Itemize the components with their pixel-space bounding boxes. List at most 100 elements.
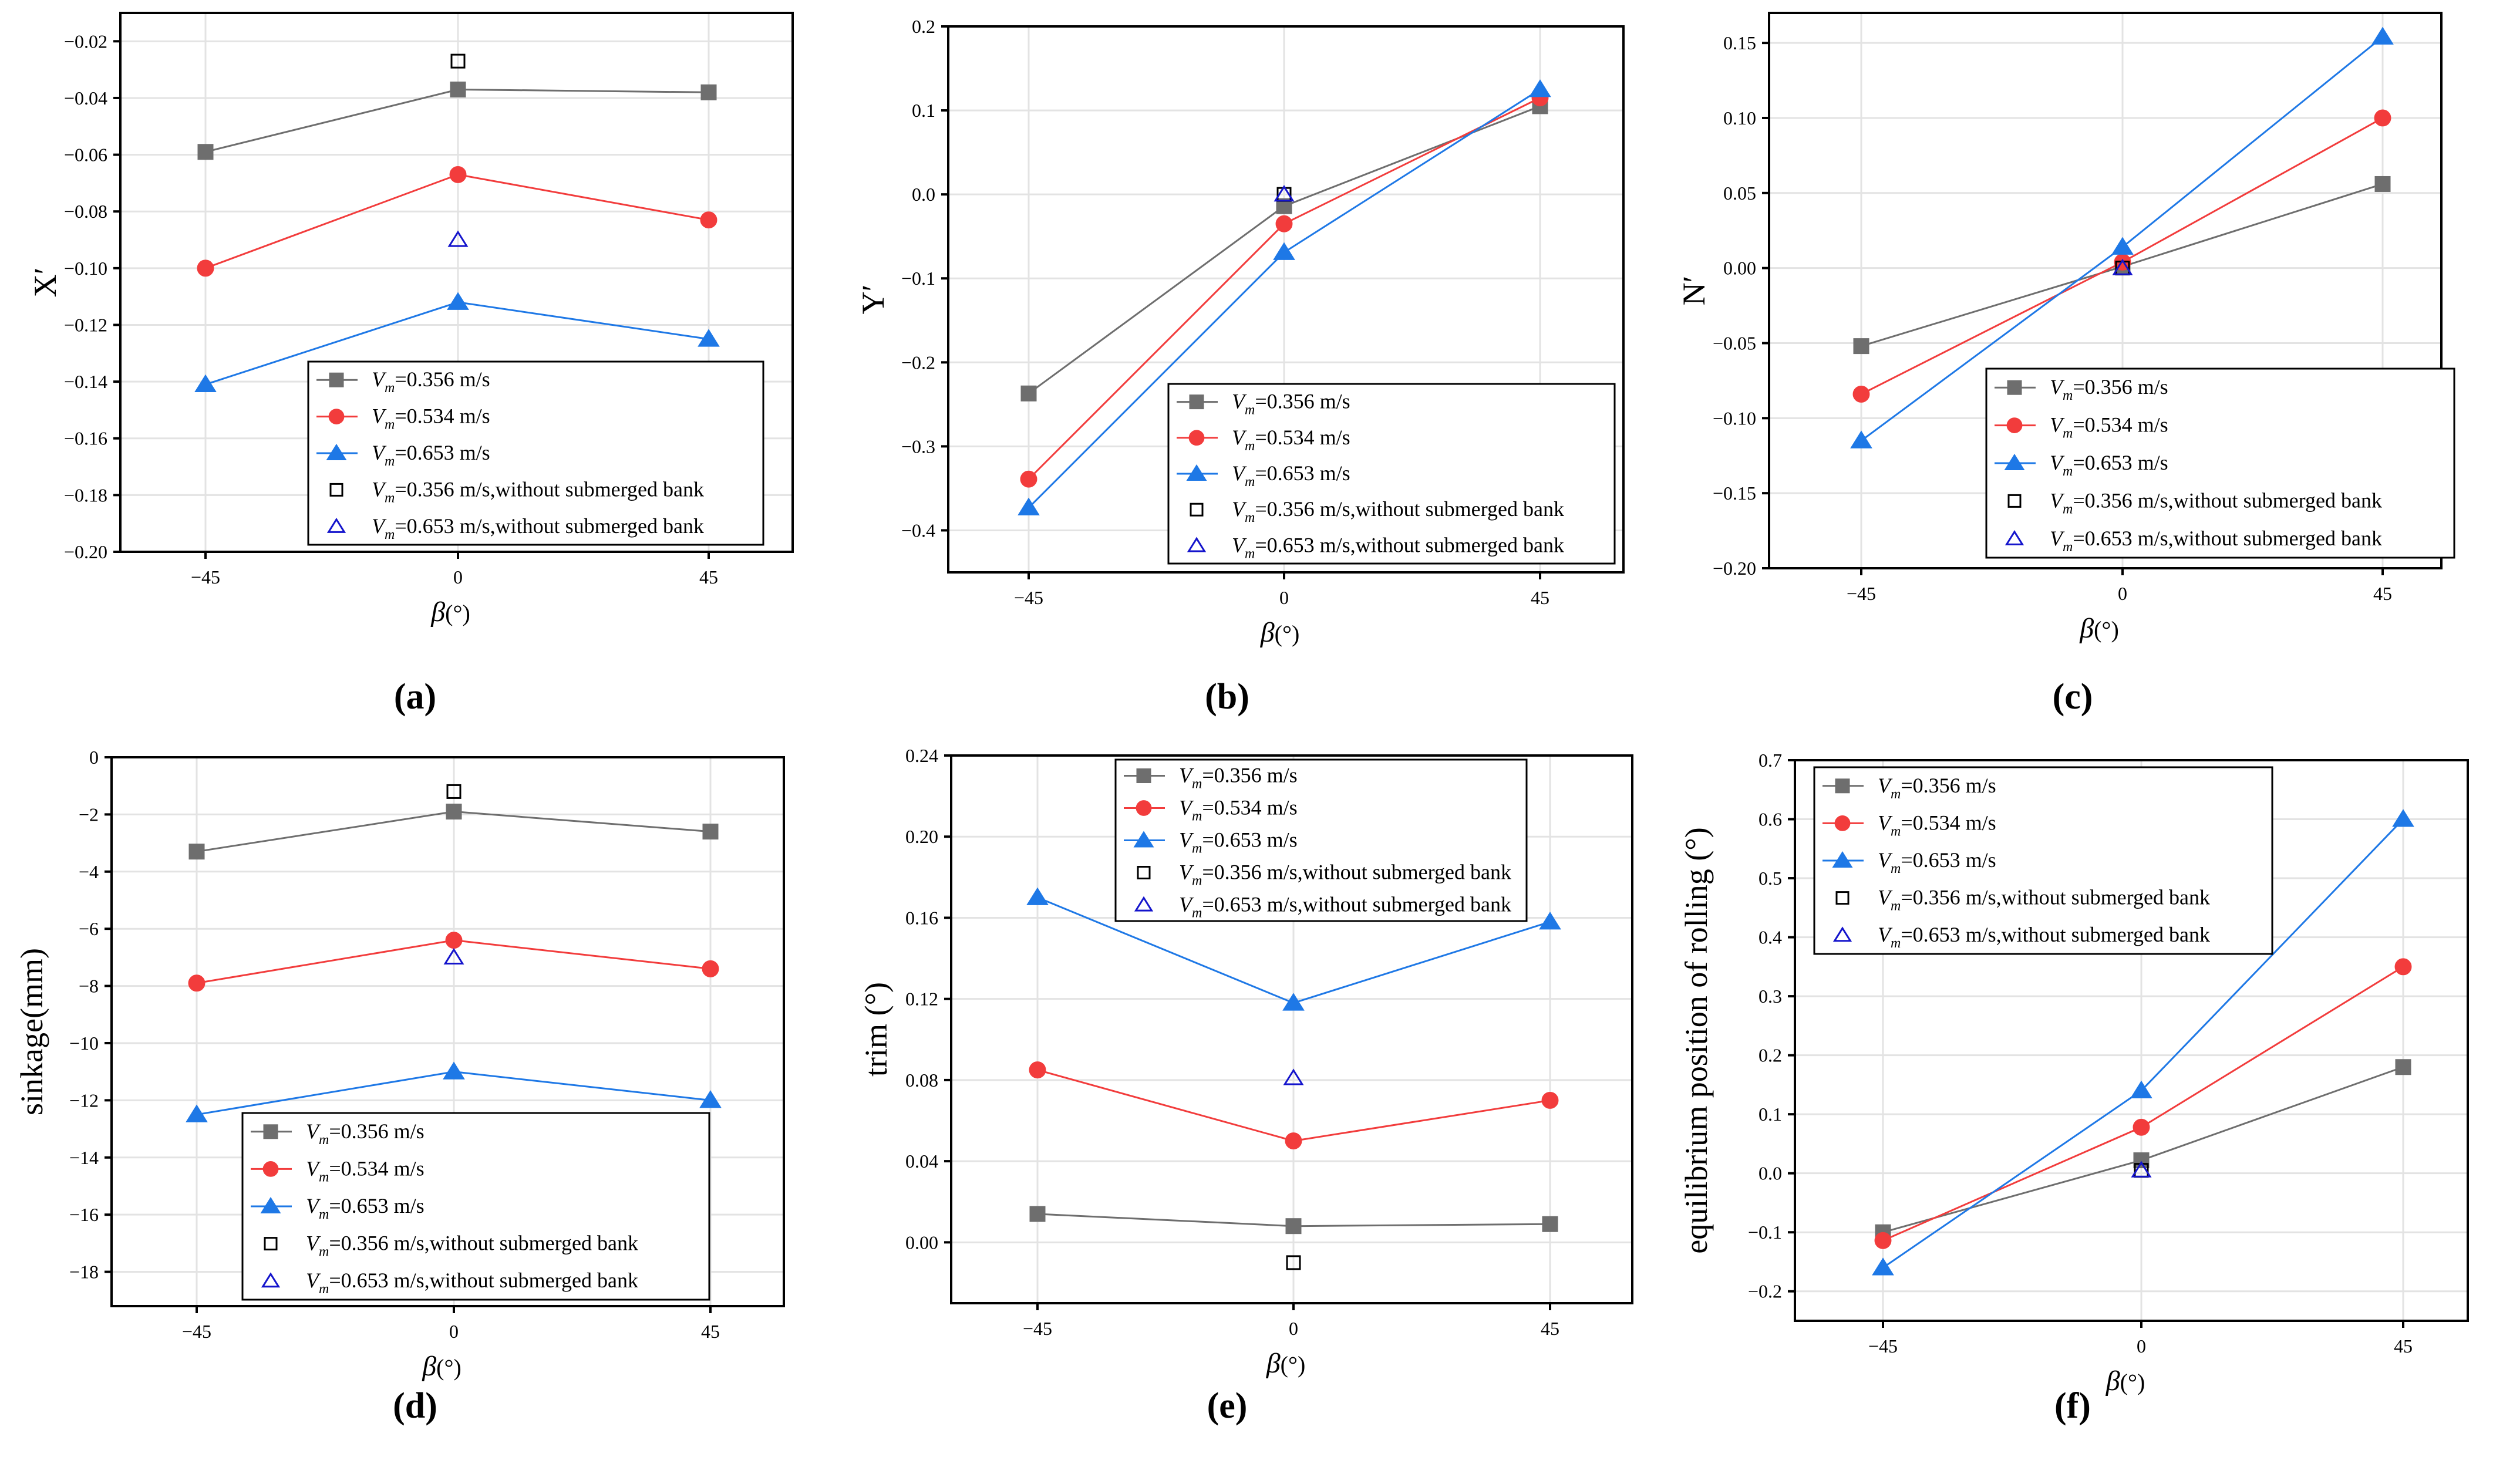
legend-d: Vm =0.356 m/s Vm=0.534 m/s Vm=0.653 m/s Vm=0… <box>241 1112 710 1301</box>
x-tick-label: −45 <box>191 566 220 588</box>
data-point-series0-0 <box>197 144 214 160</box>
y-axis-label: N′ <box>1676 276 1712 306</box>
legend-var: V <box>372 477 387 501</box>
legend-label: Vm=0.356 m/s,without submerged bank <box>372 477 704 505</box>
data-point-series2-2 <box>1529 79 1551 97</box>
legend-text: =0.653 m/s <box>1255 461 1350 485</box>
legend-sub: m <box>1192 809 1202 824</box>
legend-sub: m <box>1891 936 1901 951</box>
plot-frame <box>119 12 794 553</box>
data-point-series0-2 <box>700 84 717 100</box>
legend-label: Vm=0.356 m/s <box>1232 390 1350 418</box>
legend-text: =0.653 m/s <box>1202 828 1297 852</box>
legend-label: Vm=0.653 m/s <box>372 441 490 469</box>
legend-var: V <box>1878 848 1893 872</box>
legend-text: =0.356 m/s,without submerged bank <box>2073 488 2382 512</box>
y-tick-label: −0.4 <box>901 520 935 541</box>
y-tick-label: −16 <box>69 1204 99 1225</box>
legend-sub: m <box>385 417 395 433</box>
legend-marker <box>1832 926 1852 942</box>
series-line-1 <box>1882 966 2404 1242</box>
legend-var: V <box>306 1119 321 1143</box>
x-tick-label: 0 <box>2118 583 2127 604</box>
plot-frame <box>950 754 1633 1304</box>
legend-text: =0.653 m/s,without submerged bank <box>1202 893 1511 916</box>
no-bank-point-0 <box>446 784 461 799</box>
legend-sub: m <box>385 380 395 396</box>
legend-label: Vm=0.534 m/s <box>1232 426 1350 454</box>
legend-var: V <box>372 514 387 538</box>
legend-marker <box>1835 891 1850 905</box>
x-tick-label: −45 <box>1868 1335 1898 1357</box>
data-point-series0-1 <box>1285 1218 1302 1235</box>
legend-marker <box>264 1237 278 1251</box>
data-point-series0-1 <box>450 81 466 97</box>
data-point-series1-1 <box>449 166 467 183</box>
legend-label: Vm=0.356 m/s,without submerged bank <box>306 1232 638 1260</box>
legend-sub: m <box>319 1207 329 1222</box>
no-bank-point-1 <box>1274 185 1295 202</box>
y-tick-label: 0.0 <box>1758 1163 1782 1184</box>
x-tick-label: 0 <box>449 1321 459 1342</box>
legend-var: V <box>2050 413 2065 437</box>
y-tick-label: −14 <box>69 1147 99 1168</box>
y-tick-label: −0.08 <box>64 201 107 222</box>
data-point-series2-1 <box>443 1061 465 1080</box>
legend-sub: m <box>1891 861 1901 876</box>
legend-b: Vm=0.356 m/sVm=0.534 m/sVm=0.653 m/sVm=0… <box>1167 383 1616 565</box>
legend-text: =0.534 m/s <box>1202 796 1297 819</box>
legend-text: =0.653 m/s,without submerged bank <box>1901 923 2210 946</box>
legend-marker <box>329 483 343 497</box>
legend-marker <box>260 1196 281 1214</box>
y-tick-label: 0.10 <box>1723 107 1756 129</box>
legend-label: Vm=0.534 m/s <box>306 1156 425 1185</box>
legend-label: Vm=0.653 m/s,without submerged bank <box>2050 527 2382 555</box>
legend-marker <box>1188 430 1205 446</box>
x-axis-unit: (°) <box>436 1354 461 1381</box>
x-axis-label: β(°) <box>1260 617 1300 648</box>
legend-sub: m <box>319 1244 329 1260</box>
x-tick-label: 45 <box>699 566 718 588</box>
legend-label: Vm=0.356 m/s,without submerged bank <box>1179 861 1511 889</box>
data-point-series1-2 <box>2394 958 2412 976</box>
data-point-series2-1 <box>447 292 469 310</box>
legend-label: Vm=0.356 m/s <box>2050 375 2168 403</box>
x-axis-label: β(°) <box>2079 613 2119 644</box>
data-point-series1-2 <box>1541 1091 1559 1109</box>
chart-f: −0.2−0.10.00.10.20.30.40.50.60.7−45 0 45β(… <box>1679 750 2469 1426</box>
legend-text: =0.356 m/s,without submerged bank <box>1202 861 1511 884</box>
data-point-series2-0 <box>186 1104 208 1122</box>
legend-label: Vm=0.653 m/s <box>306 1194 425 1222</box>
legend-var: V <box>1878 811 1893 834</box>
legend-text: =0.356 m/s <box>2073 375 2168 399</box>
y-tick-label: −18 <box>69 1262 99 1283</box>
y-axis-label: sinkage(mm) <box>14 948 49 1115</box>
legend-label: Vm=0.653 m/s <box>2050 451 2168 479</box>
legend-sub: m <box>385 454 395 469</box>
legend-label: Vm=0.653 m/s,without submerged bank <box>306 1269 638 1297</box>
data-point-series2-2 <box>2371 26 2394 45</box>
legend-var: V <box>1179 893 1194 916</box>
y-tick-label: −0.3 <box>901 436 935 457</box>
legend-text: =0.356 m/s <box>329 1119 424 1143</box>
x-tick-label: 45 <box>2373 583 2392 604</box>
x-tick-label: 0 <box>1279 587 1289 608</box>
y-tick-label: 0.4 <box>1758 927 1782 948</box>
legend-text: =0.356 m/s <box>1202 764 1297 787</box>
legend-sub: m <box>319 1281 329 1297</box>
legend-text: =0.534 m/s <box>395 404 490 428</box>
data-point-series1-0 <box>197 259 214 277</box>
legend-marker <box>2004 453 2025 471</box>
x-axis-unit: (°) <box>2094 616 2119 643</box>
legend-label: Vm=0.653 m/s <box>1878 848 1996 876</box>
legend-box <box>1813 766 2273 955</box>
data-point-series2-1 <box>2130 1080 2152 1098</box>
legend-text: =0.534 m/s <box>2073 413 2168 437</box>
x-tick-label: 45 <box>1541 1318 1559 1339</box>
x-axis-symbol: β <box>422 1351 436 1382</box>
legend-text: =0.653 m/s,without submerged bank <box>1255 533 1564 556</box>
data-point-series2-0 <box>1872 1257 1894 1276</box>
y-tick-label: −0.12 <box>64 314 107 335</box>
legend-marker <box>326 517 346 533</box>
panel-caption: (b) <box>1205 677 1249 717</box>
